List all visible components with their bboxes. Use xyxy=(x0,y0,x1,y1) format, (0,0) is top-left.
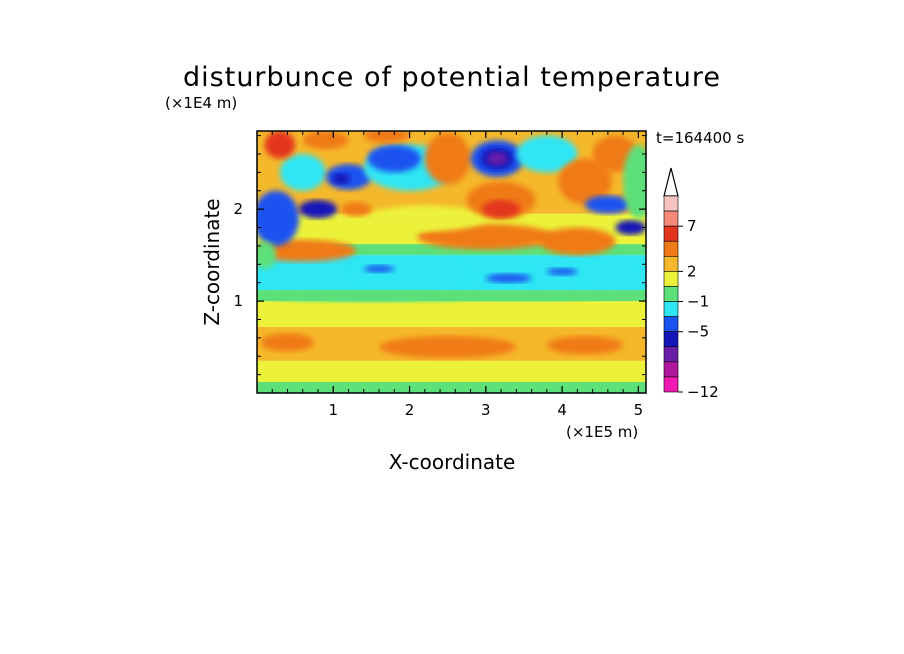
field-cell xyxy=(257,241,277,269)
field-cell xyxy=(264,290,479,302)
colorbar-tick-label: −12 xyxy=(687,383,719,401)
field-cell xyxy=(546,267,578,276)
field-cell xyxy=(260,333,315,352)
plot-frame xyxy=(256,130,647,394)
colorbar-level xyxy=(663,331,679,348)
y-tick-label: 1 xyxy=(233,292,243,310)
y-axis: 12 xyxy=(233,135,646,376)
colorbar-tick-label: −1 xyxy=(687,293,709,311)
x-tick-label: 4 xyxy=(557,401,567,419)
field-band xyxy=(257,381,646,393)
field-cell xyxy=(331,173,351,185)
field-cell xyxy=(264,131,296,159)
colorbar-level xyxy=(663,301,679,317)
x-axis: 1 2 3 4 5 xyxy=(271,131,644,419)
x-axis-title: X-coordinate xyxy=(389,450,516,474)
field-cell xyxy=(432,291,616,302)
y-tick-label: 2 xyxy=(233,200,243,218)
field-cell xyxy=(367,144,421,173)
field-cell xyxy=(623,144,646,219)
x-unit-label: (×1E5 m) xyxy=(566,423,638,441)
field-cell xyxy=(257,190,299,246)
colorbar-level xyxy=(663,240,679,257)
field-cell xyxy=(584,195,631,214)
field-cell xyxy=(558,158,612,205)
field-cell xyxy=(487,152,508,166)
field-cell xyxy=(516,135,578,173)
field-cell xyxy=(363,205,486,232)
colorbar-tick-label: −5 xyxy=(687,323,709,341)
colorbar-level xyxy=(663,271,679,287)
field-cell xyxy=(340,201,372,217)
colorbar-extend-arrow xyxy=(663,167,679,197)
colorbar-level xyxy=(663,286,679,302)
colorbar-level xyxy=(663,376,679,393)
colorbar-level xyxy=(663,225,679,242)
x-tick-label: 5 xyxy=(634,401,644,419)
y-unit-label: (×1E4 m) xyxy=(165,94,237,112)
field-cell xyxy=(379,336,517,359)
field-cell xyxy=(539,227,616,256)
field-cell xyxy=(302,131,349,150)
field-cell xyxy=(485,273,532,283)
x-tick-label: 2 xyxy=(405,401,415,419)
field-cell xyxy=(546,336,624,355)
field-cell xyxy=(363,131,410,143)
field-cell xyxy=(363,265,395,273)
chart-title: disturbunce of potential temperature xyxy=(183,62,721,93)
field-cell xyxy=(482,199,521,219)
colorbar-level xyxy=(663,346,679,363)
field-cell xyxy=(417,223,555,250)
field-cell xyxy=(424,132,471,185)
field-cell xyxy=(615,220,646,235)
x-tick-label: 1 xyxy=(329,401,339,419)
field-cell xyxy=(279,153,326,191)
y-axis-title: Z-coordinate xyxy=(200,198,224,325)
heatmap-field xyxy=(257,131,646,393)
colorbar-level xyxy=(663,256,679,272)
colorbar-level xyxy=(663,361,679,378)
time-label: t=164400 s xyxy=(656,129,744,147)
field-cell xyxy=(523,268,646,288)
colorbar-level xyxy=(663,195,679,212)
x-tick-label: 3 xyxy=(481,401,491,419)
colorbar-tick-label: 2 xyxy=(687,262,697,280)
colorbar-level xyxy=(663,210,679,227)
field-band xyxy=(257,301,646,327)
field-band xyxy=(257,244,646,256)
colorbar-level xyxy=(663,316,679,332)
colorbar-tick-label: 7 xyxy=(687,217,697,235)
colorbar: 7 2 −1 −5 −12 xyxy=(663,167,719,401)
field-cell xyxy=(298,199,338,219)
